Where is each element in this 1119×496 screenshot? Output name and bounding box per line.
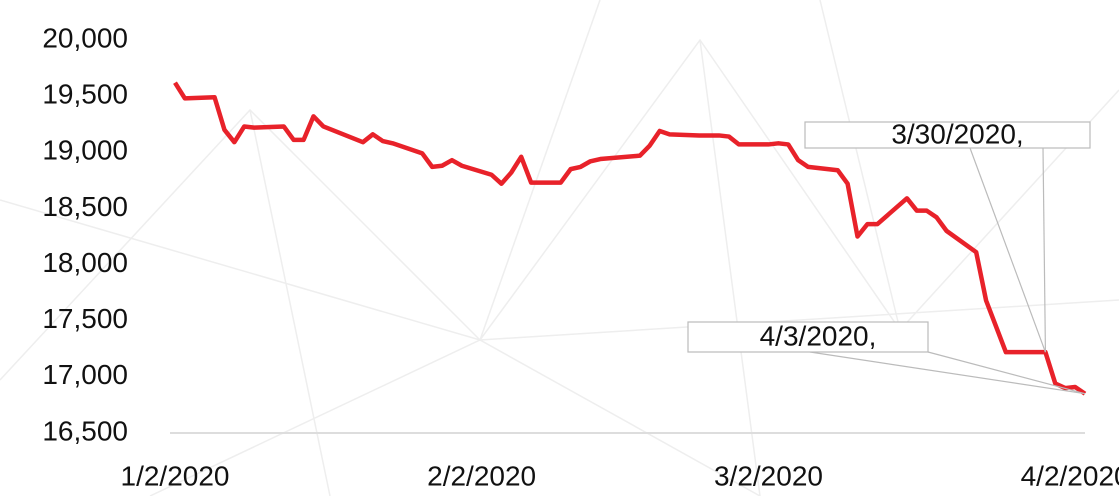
annotation-leader [1042, 147, 1047, 353]
y-tick-label: 16,500 [42, 415, 128, 446]
x-tick-label: 1/2/2020 [121, 460, 230, 491]
annotation-leader [809, 351, 1086, 395]
x-tick-label: 3/2/2020 [714, 460, 823, 491]
y-tick-label: 17,000 [42, 359, 128, 390]
y-tick-label: 19,500 [42, 79, 128, 110]
y-tick-label: 18,500 [42, 191, 128, 222]
y-tick-label: 18,000 [42, 247, 128, 278]
x-tick-label: 2/2/2020 [427, 460, 536, 491]
line-series [173, 81, 1087, 396]
annotation-text: 3/30/2020, [891, 118, 1023, 149]
y-tick-label: 19,000 [42, 135, 128, 166]
annotation-text: 4/3/2020, [760, 320, 877, 351]
y-tick-label: 20,000 [42, 22, 128, 53]
annotation-box [804, 121, 1091, 149]
annotation-box [687, 321, 929, 353]
x-tick-label: 4/2/2020 [1021, 460, 1119, 491]
annotation-leader [927, 351, 1086, 395]
y-tick-label: 17,500 [42, 303, 128, 334]
annotation-leader [969, 147, 1046, 353]
